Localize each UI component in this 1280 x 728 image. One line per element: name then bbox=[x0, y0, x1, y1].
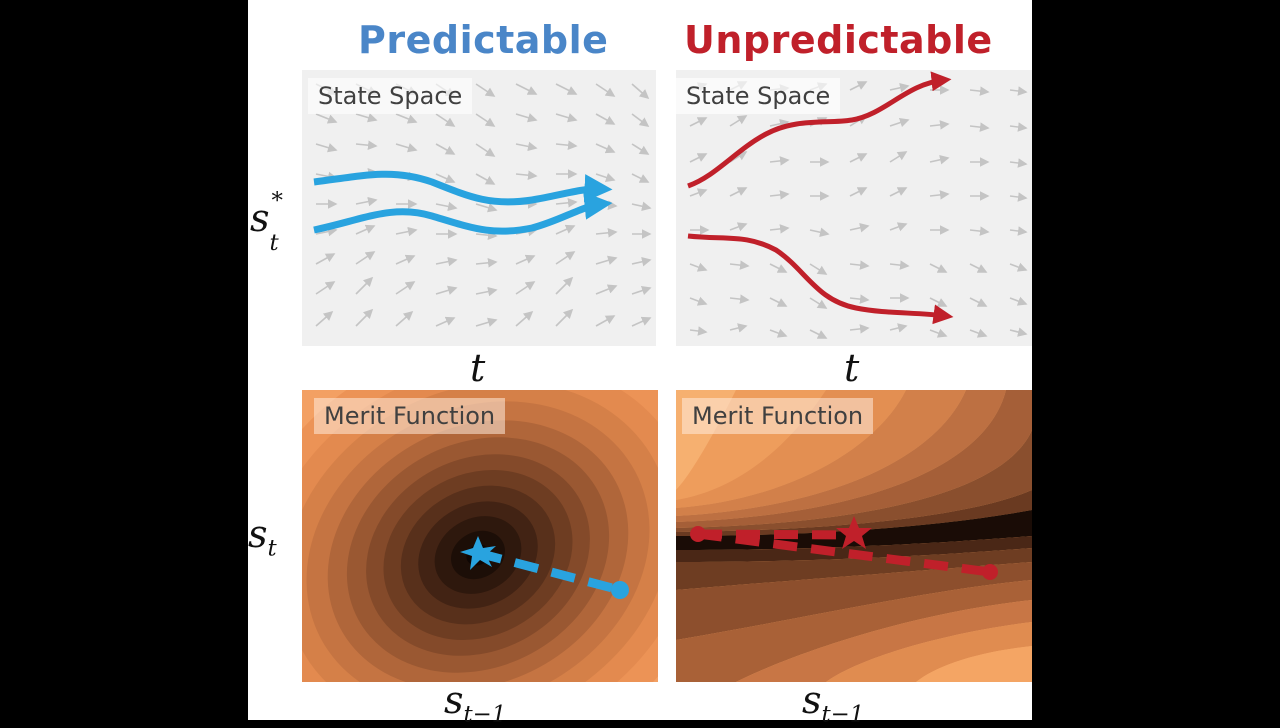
unpredictable-merit-panel: Merit Function bbox=[676, 390, 1032, 682]
x-axis-label-t: t bbox=[844, 346, 860, 390]
star-optimum-icon bbox=[460, 536, 496, 570]
merit-function-tag: Merit Function bbox=[314, 398, 506, 434]
figure: Predictable Unpredictable s * t st bbox=[248, 0, 1032, 728]
contour-plot bbox=[676, 390, 1032, 682]
row-label-state-star: s * t bbox=[250, 188, 283, 256]
start-point-icon bbox=[611, 581, 629, 599]
unpredictable-state-space-panel: State Space bbox=[676, 70, 1032, 346]
state-space-tag: State Space bbox=[676, 78, 841, 114]
x-axis-label-prev-state: st−1 bbox=[802, 678, 865, 728]
predictable-merit-panel: Merit Function bbox=[302, 390, 658, 682]
unpredictable-trajectories bbox=[687, 71, 954, 325]
start-point-icon bbox=[690, 526, 706, 542]
predictable-title: Predictable bbox=[358, 18, 609, 62]
vector-field bbox=[687, 71, 1028, 339]
row-label-state: st bbox=[248, 512, 277, 562]
state-space-tag: State Space bbox=[308, 78, 473, 114]
star-optimum-icon bbox=[836, 516, 872, 549]
x-axis-label-prev-state: st−1 bbox=[444, 678, 507, 728]
x-axis-label-t: t bbox=[470, 346, 486, 390]
predictable-optimization-path bbox=[460, 536, 629, 599]
predictable-state-space-panel: State Space bbox=[302, 70, 656, 346]
unpredictable-title: Unpredictable bbox=[684, 18, 993, 62]
merit-function-tag: Merit Function bbox=[682, 398, 874, 434]
vector-field bbox=[313, 83, 652, 327]
predictable-trajectories bbox=[313, 170, 613, 235]
contour-plot bbox=[302, 390, 658, 682]
unpredictable-optimization-path bbox=[697, 529, 991, 577]
end-point-icon bbox=[982, 564, 998, 580]
